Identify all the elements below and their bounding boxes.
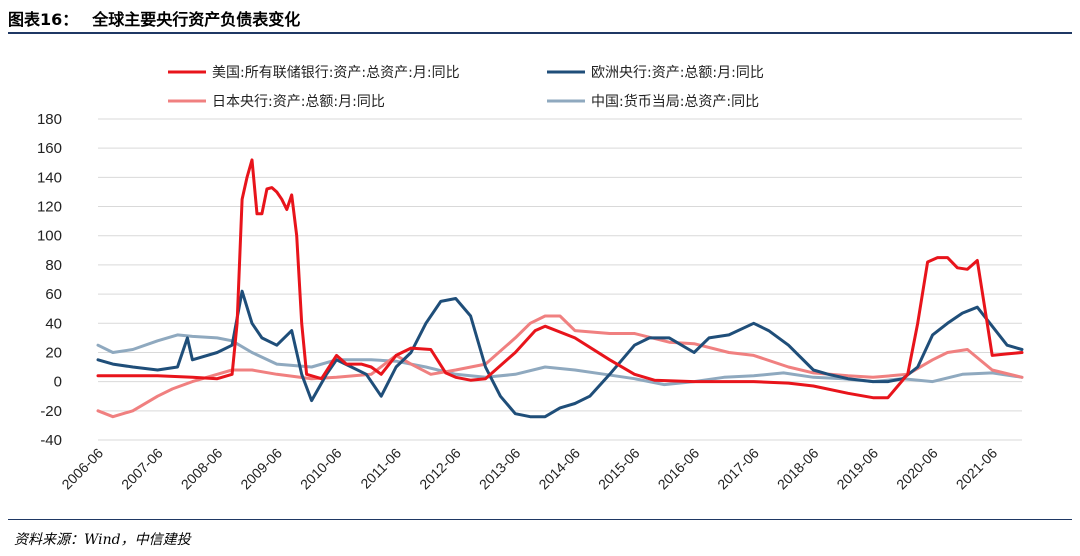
figure-label: 图表16： [8,10,79,29]
y-tick-label: 0 [54,374,62,391]
figure-title: 全球主要央行资产负债表变化 [92,10,301,29]
x-tick-label: 2007-06 [118,445,166,493]
y-tick-label: 180 [37,111,62,128]
x-tick-label: 2021-06 [953,445,1001,493]
legend-label: 中国:货币当局:总资产:同比 [591,93,759,110]
x-tick-label: 2014-06 [535,445,583,493]
x-tick-label: 2020-06 [893,445,941,493]
x-tick-label: 2013-06 [476,445,524,493]
x-tick-label: 2006-06 [58,445,106,493]
y-tick-label: 20 [45,344,62,361]
y-axis-ticks: -40 -20 0 20 40 60 80 100 120 140 160 180 [37,111,62,449]
y-tick-label: 100 [37,228,62,245]
series-line-0 [96,158,1024,400]
y-tick-label: -40 [40,432,62,449]
series-lines [96,158,1024,419]
chart-grid [98,118,1022,441]
source-note: 资料来源：Wind，中信建投 [14,532,191,548]
x-tick-label: 2010-06 [297,445,345,493]
x-tick-label: 2019-06 [833,445,881,493]
y-tick-label: -20 [40,403,62,420]
chart-title: 图表16： 全球主要央行资产负债表变化 [8,6,300,30]
legend-label: 欧洲央行:资产:总额:月:同比 [591,65,764,81]
x-tick-label: 2017-06 [714,445,762,493]
x-tick-label: 2015-06 [595,445,643,493]
y-tick-label: 140 [37,169,62,186]
x-axis-ticks: 2006-06 2007-06 2008-06 2009-06 2010-06 2011-… [58,445,1000,493]
x-tick-label: 2016-06 [655,445,703,493]
series-line-2 [96,314,1024,419]
y-tick-label: 120 [37,199,62,216]
y-tick-label: 80 [45,257,62,274]
title-divider [8,32,1072,34]
y-tick-label: 160 [37,140,62,157]
footer-divider [8,519,1072,520]
x-tick-label: 2012-06 [416,445,464,493]
x-tick-label: 2008-06 [178,445,226,493]
legend-label: 美国:所有联储银行:资产:总资产:月:同比 [212,65,460,81]
y-tick-label: 40 [45,315,62,332]
legend-label: 日本央行:资产:总额:月:同比 [212,94,385,110]
x-tick-label: 2011-06 [357,445,404,492]
x-tick-label: 2018-06 [774,445,822,493]
y-tick-label: 60 [45,286,62,303]
x-tick-label: 2009-06 [237,445,285,493]
chart-legend: 美国:所有联储银行:资产:总资产:月:同比 欧洲央行:资产:总额:月:同比日本央行… [168,65,764,110]
series-line-1 [96,289,1024,419]
